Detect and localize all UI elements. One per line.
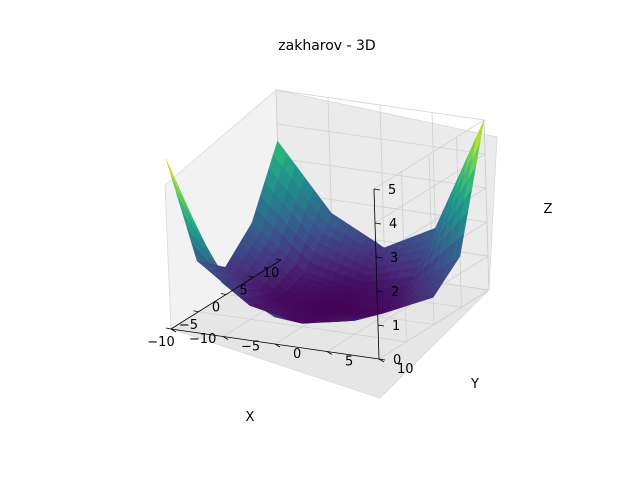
z-tick-label: 0 bbox=[393, 353, 401, 368]
y-tick-label: 10 bbox=[397, 362, 414, 377]
z-axis-line bbox=[373, 188, 380, 360]
z-tick bbox=[373, 188, 381, 191]
z-axis-label: Z bbox=[544, 202, 553, 217]
grid-line-y-wall bbox=[379, 104, 386, 276]
y-tick bbox=[222, 336, 229, 340]
y-tick bbox=[274, 343, 281, 348]
x-tick-label: −10 bbox=[147, 335, 174, 350]
grid-line-z-left bbox=[277, 157, 487, 189]
chart-title: zakharov - 3D bbox=[278, 38, 375, 54]
grid-line-z-left bbox=[276, 123, 486, 155]
x-axis-label: X bbox=[246, 410, 255, 425]
grid-line-z-back bbox=[378, 289, 490, 360]
z-tick-label: 3 bbox=[390, 251, 398, 266]
y-axis-label: Y bbox=[470, 377, 479, 392]
x-tick-label: 0 bbox=[212, 301, 220, 316]
grid-line-y-wall bbox=[483, 119, 490, 291]
surface-patch bbox=[272, 140, 287, 167]
x-tick bbox=[220, 293, 227, 295]
x-tick-label: 5 bbox=[239, 283, 247, 298]
y-tick-label: −10 bbox=[189, 332, 216, 347]
y-tick bbox=[170, 328, 177, 333]
y-tick bbox=[326, 351, 333, 355]
z-tick bbox=[378, 358, 386, 361]
z-tick bbox=[374, 222, 382, 225]
y-tick-label: −5 bbox=[241, 340, 260, 355]
y-tick-label: 0 bbox=[293, 347, 301, 362]
z-tick bbox=[376, 290, 384, 293]
x-tick-label: 10 bbox=[263, 266, 280, 281]
x-tick bbox=[248, 275, 254, 278]
z-tick-label: 4 bbox=[389, 217, 397, 232]
surface-plot bbox=[165, 119, 485, 324]
z-tick bbox=[375, 256, 383, 259]
z-tick-label: 5 bbox=[388, 183, 396, 198]
x-tick-label: −5 bbox=[179, 318, 198, 333]
x-tick bbox=[275, 258, 282, 261]
z-tick bbox=[377, 324, 385, 327]
z-tick-label: 1 bbox=[392, 319, 400, 334]
x-tick bbox=[165, 327, 172, 330]
x-tick bbox=[193, 310, 199, 313]
y-tick-label: 5 bbox=[345, 355, 353, 370]
z-tick-label: 2 bbox=[391, 285, 399, 300]
grid-line-z-back bbox=[373, 119, 485, 190]
grid-line-z-left bbox=[275, 89, 485, 121]
